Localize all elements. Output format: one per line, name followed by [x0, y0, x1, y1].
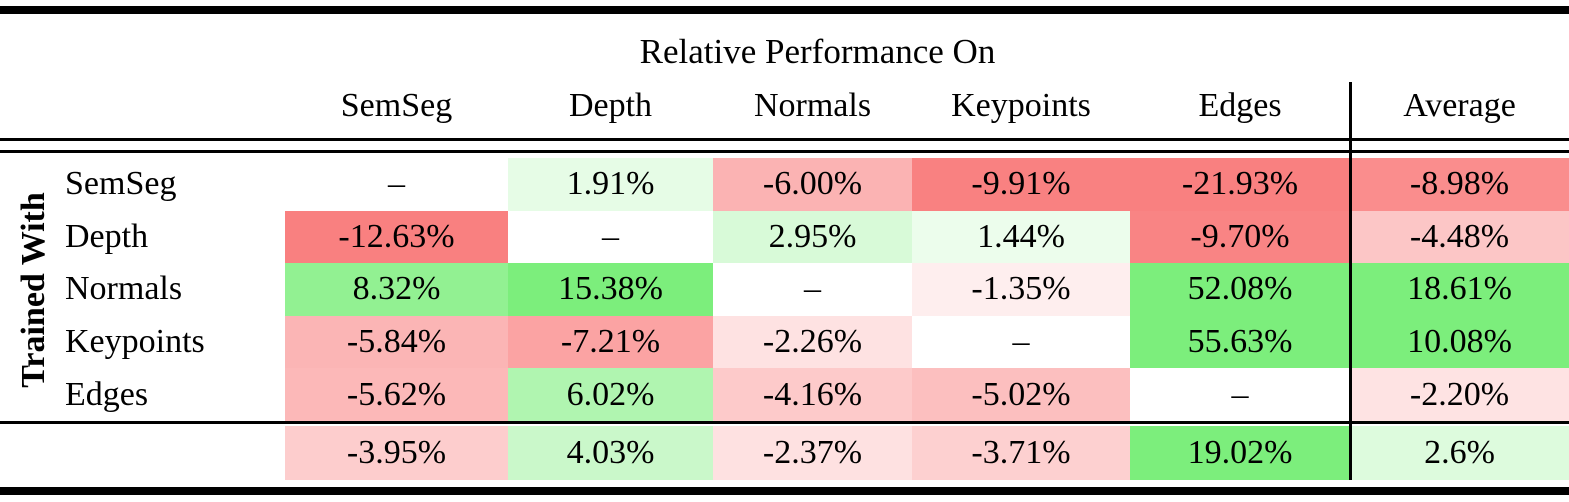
column-header-average: Average	[1403, 87, 1516, 124]
value-cell: -12.63%	[285, 210, 508, 264]
summary-row-label	[0, 426, 285, 480]
top-rule	[0, 6, 1569, 14]
header-double-rule-top	[0, 138, 1569, 141]
value-cell: –	[285, 158, 508, 211]
table-body: SemSeg –1.91% -6.00% -9.91% -21.93% -8.98% Dep…	[0, 158, 1569, 421]
row-group-label: Trained With	[15, 192, 52, 388]
average-cell: 10.08%	[1350, 315, 1569, 369]
value-cell: -5.84%	[285, 315, 508, 369]
value-cell: -9.91%	[912, 158, 1130, 211]
value-cell: 1.44%	[912, 210, 1130, 264]
value-cell: -5.62%	[285, 368, 508, 421]
value-cell: –	[1130, 368, 1350, 421]
column-header-normals: Normals	[753, 87, 872, 124]
value-cell: -9.70%	[1130, 210, 1350, 264]
row-label: Edges	[0, 368, 285, 421]
value-cell: 2.95%	[713, 210, 912, 264]
value-cell: 6.02%	[508, 368, 713, 421]
table-title: Relative Performance On	[639, 32, 996, 71]
column-header-edges: Edges	[1198, 87, 1282, 124]
value-cell: -4.16%	[713, 368, 912, 421]
average-cell: -2.20%	[1350, 368, 1569, 421]
average-cell: -8.98%	[1350, 158, 1569, 211]
summary-separator-rule	[0, 421, 1569, 424]
row-label: Depth	[0, 210, 285, 264]
value-cell: –	[508, 210, 713, 264]
row-label: Keypoints	[0, 315, 285, 369]
value-cell: 19.02%	[1130, 426, 1350, 480]
value-cell: -1.35%	[912, 263, 1130, 316]
summary-row: -3.95% 4.03% -2.37% -3.71% 19.02% 2.6%	[0, 426, 1569, 480]
average-cell: 18.61%	[1350, 263, 1569, 316]
column-header-semseg: SemSeg	[340, 87, 453, 124]
value-cell: 8.32%	[285, 263, 508, 316]
value-cell: -7.21%	[508, 315, 713, 369]
value-cell: 1.91%	[508, 158, 713, 211]
average-cell: 2.6%	[1350, 426, 1569, 480]
column-header-depth: Depth	[568, 87, 653, 124]
value-cell: 52.08%	[1130, 263, 1350, 316]
value-cell: –	[912, 315, 1130, 369]
column-header-spacer	[0, 80, 285, 132]
column-header-keypoints: Keypoints	[951, 87, 1091, 124]
average-column-separator	[1349, 82, 1352, 480]
value-cell: -5.02%	[912, 368, 1130, 421]
column-header-row: SemSeg Depth Normals Keypoints Edges Ave…	[0, 80, 1569, 132]
value-cell: -3.71%	[912, 426, 1130, 480]
bottom-rule	[0, 487, 1569, 495]
row-label: Normals	[0, 263, 285, 316]
value-cell: -2.37%	[713, 426, 912, 480]
value-cell: -6.00%	[713, 158, 912, 211]
value-cell: -21.93%	[1130, 158, 1350, 211]
row-label: SemSeg	[0, 158, 285, 211]
average-cell: -4.48%	[1350, 210, 1569, 264]
value-cell: -2.26%	[713, 315, 912, 369]
header-double-rule-bottom	[0, 150, 1569, 153]
value-cell: -3.95%	[285, 426, 508, 480]
value-cell: 55.63%	[1130, 315, 1350, 369]
value-cell: –	[713, 263, 912, 316]
value-cell: 4.03%	[508, 426, 713, 480]
value-cell: 15.38%	[508, 263, 713, 316]
